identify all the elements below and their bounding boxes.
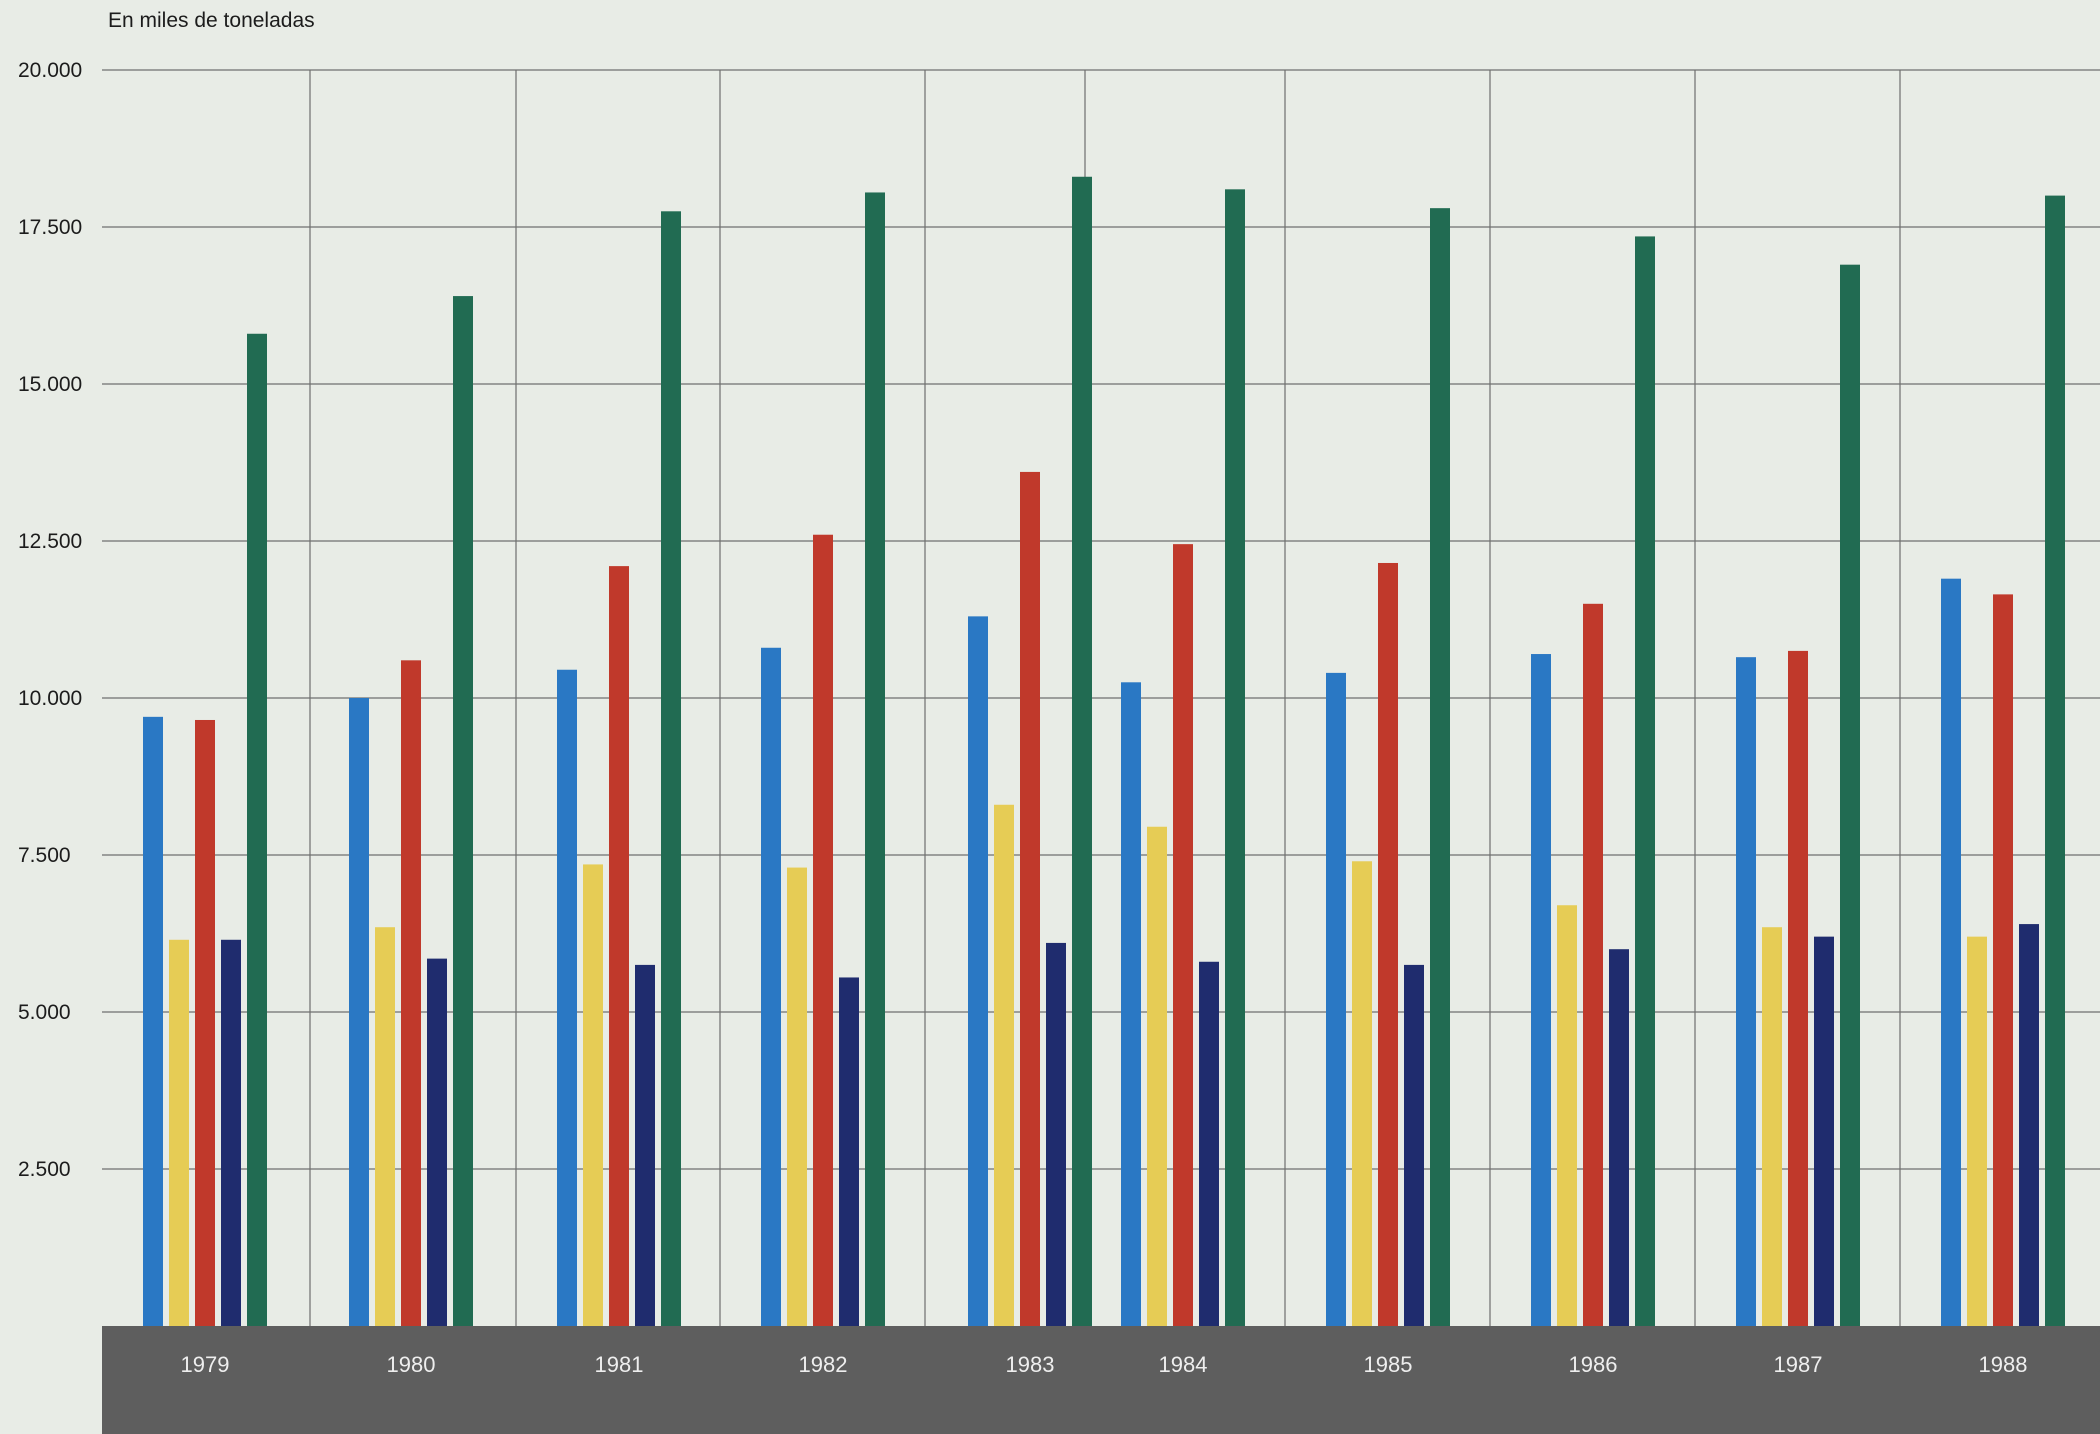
grid-lines: [102, 69, 2100, 1326]
bar-1981-series-1: [557, 669, 577, 1326]
bar-1981-series-5: [661, 211, 681, 1326]
bar-1985-series-1: [1326, 672, 1346, 1326]
bar-1986-series-2: [1557, 905, 1577, 1326]
bar-1986-series-5: [1635, 236, 1655, 1326]
y-tick-label: 17.500: [18, 216, 82, 239]
bar-1985-series-4: [1404, 964, 1424, 1326]
bar-1981-series-4: [635, 964, 655, 1326]
y-axis-unit-label: En miles de toneladas: [108, 9, 315, 32]
bar-1983-series-2: [994, 804, 1014, 1326]
x-tick-label: 1984: [1159, 1352, 1208, 1377]
bar-1982-series-3: [813, 534, 833, 1326]
bar-1983-series-5: [1072, 176, 1092, 1326]
bar-1984-series-5: [1225, 189, 1245, 1326]
bar-marks: [143, 176, 2065, 1327]
y-tick-label: 10.000: [18, 687, 82, 710]
bar-1986-series-1: [1531, 654, 1551, 1326]
bar-1979-series-4: [221, 939, 241, 1326]
x-tick-label: 1979: [181, 1352, 230, 1377]
bar-1988-series-4: [2019, 924, 2039, 1326]
bar-1980-series-1: [349, 698, 369, 1326]
bar-1983-series-1: [968, 616, 988, 1326]
y-tick-label: 5.000: [18, 1001, 71, 1024]
y-tick-label: 20.000: [18, 59, 82, 82]
bar-1986-series-4: [1609, 949, 1629, 1326]
bar-1979-series-5: [247, 333, 267, 1326]
bar-1980-series-3: [401, 660, 421, 1326]
bar-1987-series-2: [1762, 927, 1782, 1326]
bar-1982-series-4: [839, 977, 859, 1326]
x-tick-label: 1980: [387, 1352, 436, 1377]
bar-1979-series-3: [195, 719, 215, 1326]
bar-1987-series-4: [1814, 936, 1834, 1326]
y-tick-label: 12.500: [18, 530, 82, 553]
bar-1979-series-2: [169, 939, 189, 1326]
x-tick-label: 1985: [1364, 1352, 1413, 1377]
bar-1986-series-3: [1583, 603, 1603, 1326]
bar-1984-series-2: [1147, 826, 1167, 1326]
bar-1979-series-1: [143, 716, 163, 1326]
bar-1982-series-1: [761, 647, 781, 1326]
y-tick-label: 2.500: [18, 1158, 71, 1181]
x-tick-label: 1982: [799, 1352, 848, 1377]
bar-1988-series-3: [1993, 594, 2013, 1326]
bar-1985-series-2: [1352, 861, 1372, 1326]
y-tick-label: 15.000: [18, 373, 82, 396]
bar-1981-series-3: [609, 566, 629, 1326]
bar-1987-series-5: [1840, 264, 1860, 1327]
x-axis-category-labels: 1979 1980 1981 1982 1983 1984 1985 1986 1987 1988: [181, 1352, 2028, 1377]
x-tick-label: 1988: [1979, 1352, 2028, 1377]
bar-1980-series-2: [375, 927, 395, 1326]
x-tick-label: 1987: [1774, 1352, 1823, 1377]
bar-1982-series-2: [787, 867, 807, 1326]
bar-1984-series-1: [1121, 682, 1141, 1326]
bar-1988-series-2: [1967, 936, 1987, 1326]
bar-1984-series-4: [1199, 961, 1219, 1326]
x-tick-label: 1986: [1569, 1352, 1618, 1377]
bar-1984-series-3: [1173, 544, 1193, 1326]
x-tick-label: 1981: [595, 1352, 644, 1377]
bar-1980-series-5: [453, 296, 473, 1327]
bar-1987-series-3: [1788, 650, 1808, 1326]
bar-1985-series-5: [1430, 208, 1450, 1326]
y-axis-tick-labels: 2.500 5.000 7.500 10.000 12.500 15.000 17.500 2…: [18, 59, 82, 1181]
bar-1988-series-5: [2045, 195, 2065, 1327]
bar-1983-series-4: [1046, 942, 1066, 1326]
bar-1988-series-1: [1941, 578, 1961, 1326]
bar-1987-series-1: [1736, 657, 1756, 1326]
bar-1982-series-5: [865, 192, 885, 1327]
bar-1983-series-3: [1020, 471, 1040, 1326]
x-tick-label: 1983: [1006, 1352, 1055, 1377]
y-tick-label: 7.500: [18, 844, 71, 867]
bar-1981-series-2: [583, 864, 603, 1326]
category-band: [102, 1326, 2100, 1434]
bar-1985-series-3: [1378, 562, 1398, 1326]
bar-1980-series-4: [427, 958, 447, 1326]
